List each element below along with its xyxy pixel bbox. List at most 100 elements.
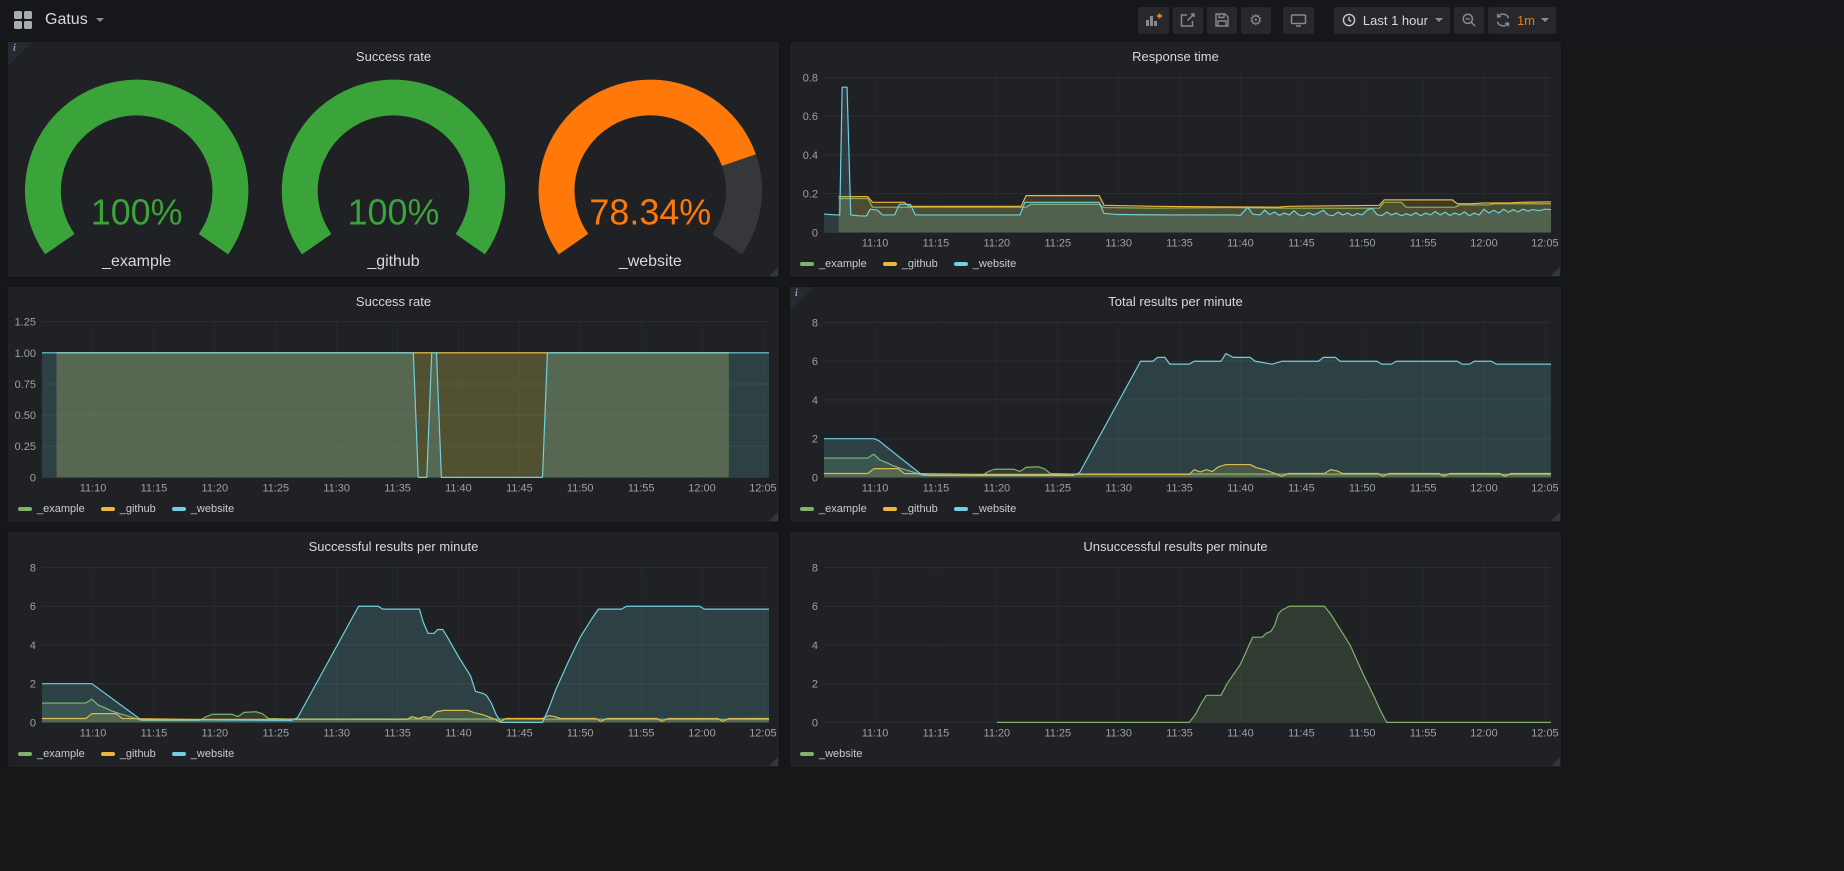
svg-text:1.00: 1.00	[15, 348, 36, 360]
share-button[interactable]	[1173, 7, 1203, 34]
panel-title[interactable]: Success rate	[8, 49, 779, 64]
svg-text:11:55: 11:55	[628, 482, 655, 494]
svg-text:11:50: 11:50	[1349, 482, 1376, 494]
legend-color-dash	[800, 752, 814, 756]
navbar-actions: ⚙ Last 1 hour 1m	[1134, 7, 1556, 34]
legend-label: _website	[973, 258, 1016, 270]
chart-legend: _example _github _website	[800, 503, 1016, 515]
time-range-picker[interactable]: Last 1 hour	[1334, 7, 1450, 34]
panel-resize-handle[interactable]	[769, 757, 778, 766]
svg-text:11:45: 11:45	[1288, 727, 1315, 739]
svg-text:11:20: 11:20	[984, 237, 1011, 249]
tv-mode-button[interactable]	[1283, 7, 1314, 34]
legend-item-_website[interactable]: _website	[954, 258, 1016, 270]
panel-resize-handle[interactable]	[1551, 757, 1560, 766]
chart-legend: _example _github _website	[800, 258, 1016, 270]
legend-color-dash	[172, 507, 186, 511]
zoom-out-icon	[1461, 12, 1477, 28]
svg-text:11:15: 11:15	[923, 237, 950, 249]
svg-text:11:40: 11:40	[1227, 482, 1254, 494]
svg-text:0: 0	[812, 717, 818, 729]
legend-color-dash	[101, 752, 115, 756]
svg-text:4: 4	[812, 640, 818, 652]
svg-text:11:35: 11:35	[384, 482, 411, 494]
legend-color-dash	[18, 507, 32, 511]
dashboard-grid: i Success rate 100% _example 100% _github 78…	[7, 41, 1562, 768]
top-navbar: Gatus ⚙	[0, 0, 1844, 40]
legend-item-_github[interactable]: _github	[883, 258, 938, 270]
svg-text:0.4: 0.4	[803, 150, 818, 162]
svg-text:100%: 100%	[348, 193, 440, 233]
panel-info-corner[interactable]: i	[790, 287, 814, 311]
legend-color-dash	[883, 262, 897, 266]
panel-successful-results: Successful results per minute 11:1011:15…	[7, 531, 780, 768]
grafana-menu-icon[interactable]	[14, 11, 32, 29]
panel-resize-handle[interactable]	[1551, 267, 1560, 276]
chart-legend: _example _github _website	[18, 503, 234, 515]
svg-text:8: 8	[30, 563, 36, 575]
svg-text:11:30: 11:30	[1105, 482, 1132, 494]
panel-total-results: i Total results per minute 11:1011:1511:…	[789, 286, 1562, 523]
legend-label: _github	[902, 258, 938, 270]
legend-label: _website	[191, 503, 234, 515]
zoom-out-button[interactable]	[1454, 7, 1484, 34]
legend-label: _website	[819, 748, 862, 760]
legend-item-_website[interactable]: _website	[954, 503, 1016, 515]
svg-text:11:45: 11:45	[506, 482, 533, 494]
share-icon	[1180, 12, 1196, 28]
legend-item-_github[interactable]: _github	[101, 748, 156, 760]
chart-canvas: 11:1011:1511:2011:2511:3011:3511:4011:45…	[790, 42, 1561, 277]
save-icon	[1214, 12, 1230, 28]
chevron-down-icon[interactable]	[96, 18, 104, 22]
legend-item-_example[interactable]: _example	[18, 503, 85, 515]
svg-text:11:10: 11:10	[80, 727, 107, 739]
panel-title[interactable]: Unsuccessful results per minute	[790, 539, 1561, 554]
panel-title[interactable]: Successful results per minute	[8, 539, 779, 554]
legend-item-_website[interactable]: _website	[172, 748, 234, 760]
svg-text:11:50: 11:50	[1349, 727, 1376, 739]
gauge-canvas: 100%_example100%_github78.34%_website	[8, 42, 779, 277]
chart-canvas: 11:1011:1511:2011:2511:3011:3511:4011:45…	[8, 532, 779, 767]
panel-title[interactable]: Total results per minute	[790, 294, 1561, 309]
info-icon: i	[13, 43, 16, 54]
svg-text:11:55: 11:55	[628, 727, 655, 739]
legend-item-_example[interactable]: _example	[800, 258, 867, 270]
panel-resize-handle[interactable]	[1551, 512, 1560, 521]
legend-color-dash	[18, 752, 32, 756]
svg-text:11:20: 11:20	[202, 482, 229, 494]
svg-text:0: 0	[30, 717, 36, 729]
time-range-label: Last 1 hour	[1363, 13, 1428, 28]
svg-text:11:50: 11:50	[567, 482, 594, 494]
svg-text:12:00: 12:00	[688, 482, 715, 494]
svg-text:4: 4	[30, 640, 36, 652]
legend-item-_website[interactable]: _website	[172, 503, 234, 515]
legend-item-_github[interactable]: _github	[883, 503, 938, 515]
svg-text:12:00: 12:00	[1470, 727, 1497, 739]
legend-label: _website	[191, 748, 234, 760]
legend-item-_example[interactable]: _example	[800, 503, 867, 515]
settings-button[interactable]: ⚙	[1241, 7, 1271, 34]
panel-resize-handle[interactable]	[769, 512, 778, 521]
svg-text:4: 4	[812, 395, 818, 407]
dashboard-title[interactable]: Gatus	[45, 11, 88, 29]
svg-text:100%: 100%	[91, 193, 183, 233]
save-button[interactable]	[1207, 7, 1237, 34]
svg-text:12:05: 12:05	[749, 727, 776, 739]
svg-text:_github: _github	[366, 253, 419, 270]
add-panel-button[interactable]	[1138, 7, 1169, 34]
legend-item-_github[interactable]: _github	[101, 503, 156, 515]
svg-text:78.34%: 78.34%	[589, 193, 711, 233]
svg-text:_example: _example	[101, 253, 171, 270]
legend-item-_website[interactable]: _website	[800, 748, 862, 760]
legend-item-_example[interactable]: _example	[18, 748, 85, 760]
svg-text:11:30: 11:30	[1105, 727, 1132, 739]
svg-text:12:00: 12:00	[1470, 237, 1497, 249]
panel-title[interactable]: Response time	[790, 49, 1561, 64]
svg-text:11:55: 11:55	[1410, 727, 1437, 739]
legend-label: _github	[902, 503, 938, 515]
refresh-picker[interactable]: 1m	[1488, 7, 1556, 34]
svg-text:11:25: 11:25	[1045, 237, 1072, 249]
panel-title[interactable]: Success rate	[8, 294, 779, 309]
panel-info-corner[interactable]: i	[8, 42, 32, 66]
panel-resize-handle[interactable]	[769, 267, 778, 276]
